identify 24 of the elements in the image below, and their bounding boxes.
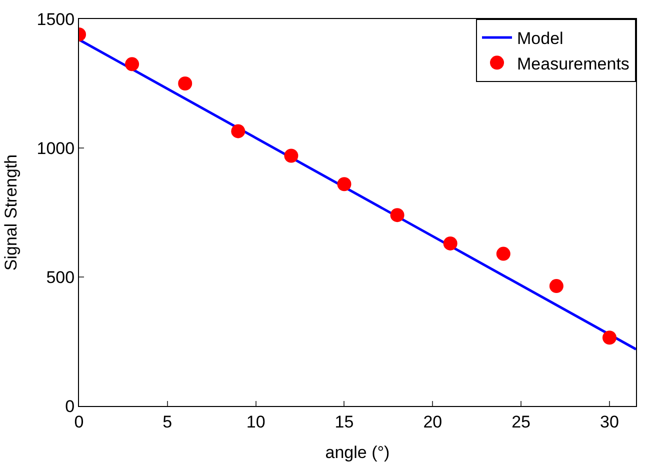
x-tick-label: 30	[600, 412, 619, 432]
point	[390, 208, 404, 222]
point	[337, 177, 352, 192]
x-tick-label: 20	[423, 412, 442, 432]
point	[231, 124, 246, 138]
x-tick-label: 25	[512, 412, 531, 432]
y-tick-label: 500	[46, 268, 75, 287]
y-axis-title: Signal Strength	[1, 154, 20, 271]
point	[178, 76, 192, 90]
legend-label: Measurements	[517, 54, 630, 74]
point	[602, 330, 616, 345]
point	[496, 246, 510, 261]
point	[443, 236, 458, 250]
point	[125, 57, 140, 72]
y-tick-label: 1000	[36, 138, 75, 158]
x-tick-label: 15	[334, 412, 354, 432]
x-axis-title: angle (°)	[325, 442, 390, 462]
legend-label: Model	[517, 29, 564, 48]
x-tick-label: 10	[246, 412, 266, 432]
point	[549, 279, 564, 294]
x-tick-label: 5	[162, 412, 172, 432]
y-tick-label: 0	[65, 396, 75, 416]
point	[284, 148, 298, 163]
y-tick-label: 1500	[36, 10, 75, 29]
